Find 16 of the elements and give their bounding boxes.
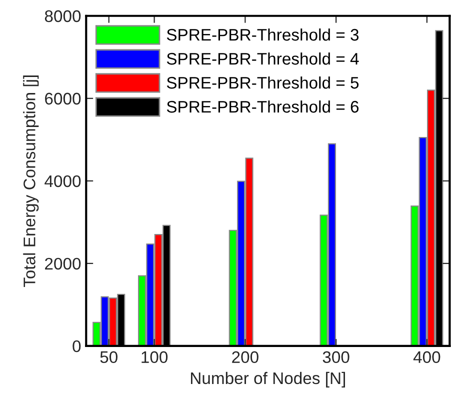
y-tick-label: 2000: [45, 258, 81, 270]
legend-label: SPRE-PBR-Threshold = 4: [166, 52, 359, 65]
x-tick-label: 300: [322, 351, 350, 364]
y-tick-label: 0: [72, 340, 81, 352]
legend-label: SPRE-PBR-Threshold = 3: [166, 28, 359, 41]
x-axis-title: Number of Nodes [N]: [190, 372, 345, 388]
legend-label: SPRE-PBR-Threshold = 5: [166, 76, 359, 89]
y-tick-label: 4000: [44, 175, 81, 188]
x-tick-label: 400: [413, 351, 440, 364]
x-tick-label: 100: [142, 351, 168, 364]
y-axis-title: Total Energy Consumption [j]: [23, 76, 39, 288]
x-tick-label: 50: [100, 351, 118, 364]
legend-label: SPRE-PBR-Threshold = 6: [166, 100, 359, 113]
y-tick-label: 6000: [45, 92, 81, 105]
x-tick-label: 200: [232, 351, 258, 364]
y-tick-label: 8000: [44, 10, 81, 22]
